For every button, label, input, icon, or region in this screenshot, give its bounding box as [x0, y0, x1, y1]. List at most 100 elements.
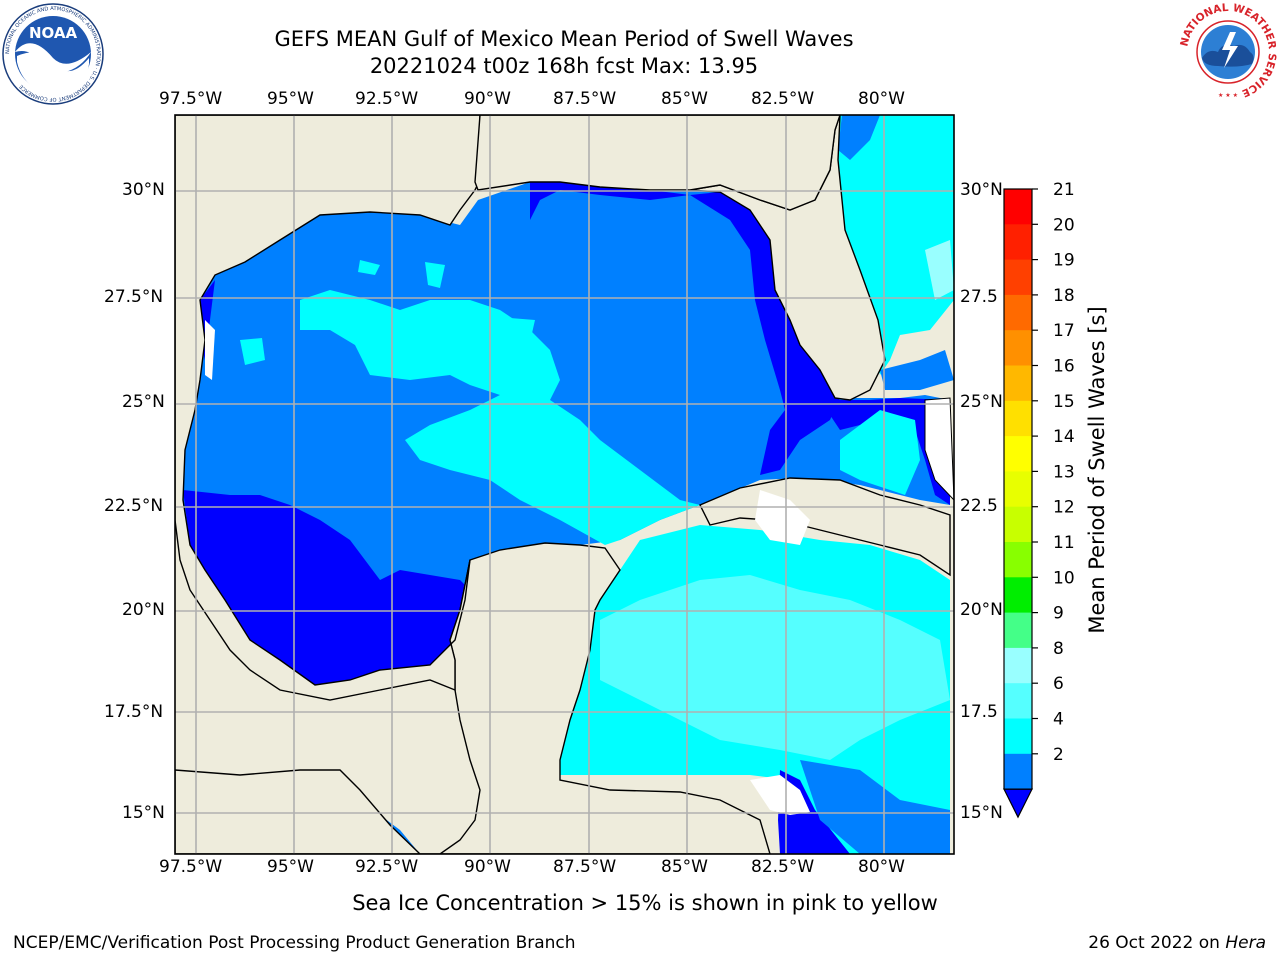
- lat-label-right: 17.5: [960, 702, 998, 722]
- lon-label-top: 90°W: [464, 89, 511, 109]
- colorbar-tick-label: 8: [1053, 639, 1064, 659]
- lat-label-right: 20°N: [960, 600, 1003, 620]
- swell-deepblue-straits: [820, 398, 950, 505]
- noaa-logo: NATIONAL OCEANIC AND ATMOSPHERIC ADMINIS…: [2, 3, 104, 105]
- colorbar: 21 20 19 18 17 16 15 14 13 12 11 10 9 8 6 4 2: [1003, 180, 1075, 819]
- colorbar-under-arrow: [1003, 788, 1033, 819]
- colorbar-segment: [1004, 647, 1032, 684]
- lon-label-top: 87.5°W: [553, 89, 617, 109]
- colorbar-segment: [1004, 330, 1032, 366]
- swell-cyan-patch1: [240, 338, 265, 365]
- swell-cyan-patch4: [510, 318, 535, 342]
- swell-deepblue-sw: [183, 490, 470, 685]
- colorbar-segment: [1004, 577, 1032, 614]
- colorbar-tick-label: 6: [1053, 674, 1064, 694]
- colorbar-tick-label: 20: [1053, 215, 1075, 235]
- colorbar-segment: [1004, 683, 1032, 719]
- lon-label-top: 92.5°W: [355, 89, 419, 109]
- swell-blue-caribbean-south: [800, 760, 950, 854]
- land-honduras-coast: [750, 775, 810, 815]
- map-frame: [174, 114, 955, 855]
- swell-cyan-bahamas: [840, 410, 920, 495]
- lat-label-right: 27.5: [960, 287, 998, 307]
- footer-machine: Hera: [1225, 933, 1266, 953]
- lon-label-top: 82.5°W: [751, 89, 815, 109]
- lat-label-right: 22.5: [960, 496, 998, 516]
- land-us-gulfcoast: [474, 115, 841, 211]
- colorbar-segment: [1004, 753, 1032, 790]
- chart-title: GEFS MEAN Gulf of Mexico Mean Period of …: [274, 27, 854, 51]
- colorbar-tick-label: 17: [1053, 321, 1075, 341]
- lon-label-top: 80°W: [858, 89, 905, 109]
- colorbar-segment: [1004, 294, 1032, 331]
- lat-label-left: 25°N: [122, 392, 165, 412]
- lon-label-bottom: 95°W: [267, 857, 314, 877]
- land-hispaniola-edge: [755, 490, 810, 545]
- lat-label-left: 22.5°N: [104, 496, 164, 516]
- lon-label-bottom: 97.5°W: [159, 857, 223, 877]
- footer-date: 26 Oct 2022 on Hera: [1088, 933, 1266, 953]
- lon-label-bottom: 85°W: [661, 857, 708, 877]
- lat-label-right: 30°N: [960, 180, 1003, 200]
- colorbar-frame: [1003, 188, 1033, 790]
- colorbar-tick-label: 14: [1053, 427, 1075, 447]
- nws-logo: NATIONAL WEATHER SERVICE ★ ★ ★: [1178, 2, 1278, 100]
- sea-ice-note: Sea Ice Concentration > 15% is shown in …: [352, 891, 938, 915]
- colorbar-tick-label: 2: [1053, 745, 1064, 765]
- colorbar-tick-label: 19: [1053, 251, 1075, 271]
- colorbar-tick-label: 16: [1053, 357, 1075, 377]
- colorbar-segment: [1004, 612, 1032, 649]
- colorbar-tick-label: 12: [1053, 498, 1075, 518]
- lat-label-left: 30°N: [122, 180, 165, 200]
- colorbar-tick-label: 11: [1053, 533, 1075, 553]
- land-mexico-west: [175, 115, 481, 701]
- colorbar-segment: [1004, 224, 1032, 261]
- land-texas-coast-white: [205, 320, 215, 380]
- land-yucatan: [175, 542, 771, 854]
- colorbar-tick-label: 4: [1053, 710, 1064, 730]
- colorbar-tick-label: 18: [1053, 286, 1075, 306]
- colorbar-segment: [1004, 436, 1032, 472]
- land-bahamas: [924, 397, 954, 501]
- lon-label-bottom: 87.5°W: [553, 857, 617, 877]
- colorbar-segment: [1004, 506, 1032, 543]
- swell-cyan-atlantic: [835, 115, 954, 375]
- lon-label-bottom: 82.5°W: [751, 857, 815, 877]
- colorbar-tick-label: 21: [1053, 180, 1075, 200]
- colorbar-segment: [1004, 400, 1032, 437]
- colorbar-tick-label: 10: [1053, 568, 1075, 588]
- lat-label-right: 15°N: [960, 803, 1003, 823]
- lat-label-left: 27.5°N: [104, 287, 164, 307]
- colorbar-segment: [1004, 365, 1032, 402]
- lon-label-top: 97.5°W: [159, 89, 223, 109]
- lon-label-bottom: 92.5°W: [355, 857, 419, 877]
- swell-palecyan-atlantic: [925, 240, 954, 300]
- noaa-logo-text: NOAA: [29, 24, 78, 42]
- lat-label-right: 25°N: [960, 392, 1003, 412]
- colorbar-segment: [1004, 718, 1032, 755]
- lat-label-left: 15°N: [122, 803, 165, 823]
- colorbar-segment: [1004, 542, 1032, 578]
- lon-label-top: 95°W: [267, 89, 314, 109]
- footer-date-text: 26 Oct 2022 on: [1088, 933, 1226, 953]
- colorbar-segment: [1004, 259, 1032, 296]
- swell-cyan-patch3: [425, 262, 445, 288]
- graticule: [175, 115, 954, 854]
- footer-branch: NCEP/EMC/Verification Post Processing Pr…: [13, 933, 576, 953]
- lon-label-bottom: 90°W: [464, 857, 511, 877]
- lon-label-top: 85°W: [661, 89, 708, 109]
- swell-blue-atlantic: [838, 115, 880, 160]
- colorbar-tick-label: 13: [1053, 462, 1075, 482]
- colorbar-tick-label: 15: [1053, 392, 1075, 412]
- nws-stars: ★ ★ ★: [1218, 92, 1238, 99]
- colorbar-segment: [1004, 189, 1032, 225]
- swell-cyan-central: [300, 290, 700, 545]
- swell-cyan-patch2: [358, 260, 380, 275]
- lon-label-bottom: 80°W: [858, 857, 905, 877]
- colorbar-tick-label: 9: [1053, 604, 1064, 624]
- lat-label-left: 17.5°N: [104, 702, 164, 722]
- colorbar-segment: [1004, 471, 1032, 508]
- lat-label-left: 20°N: [122, 600, 165, 620]
- colorbar-label: Mean Period of Swell Waves [s]: [1085, 306, 1109, 634]
